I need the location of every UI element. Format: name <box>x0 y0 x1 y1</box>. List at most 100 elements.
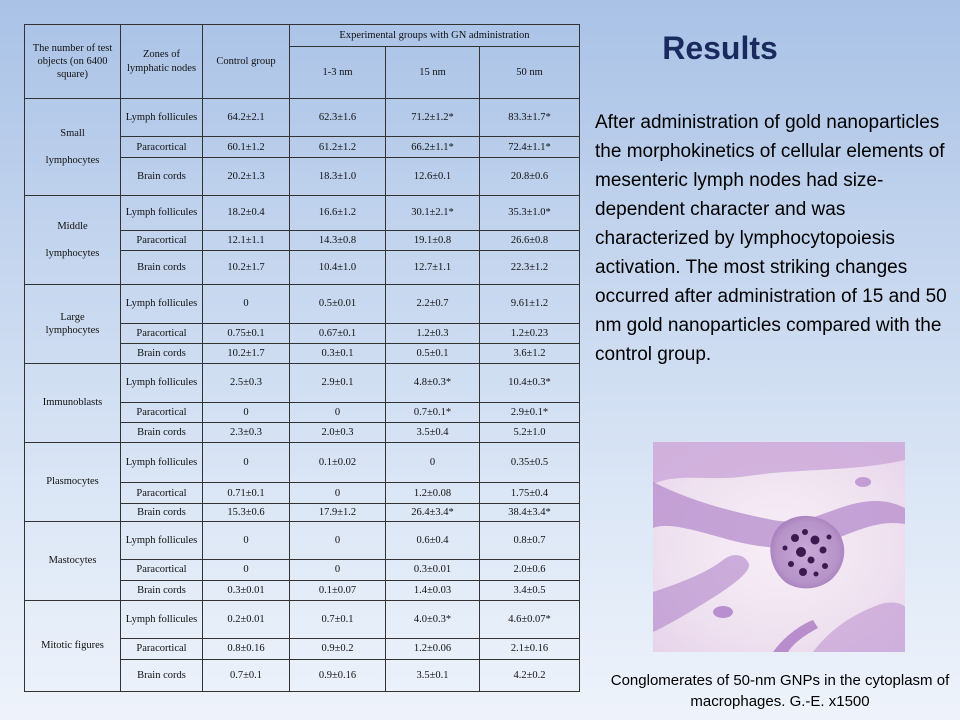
table-row: Paracortical 0.8±0.16 0.9±0.2 1.2±0.06 2.1±0… <box>25 638 580 660</box>
cell-type-label: Small lymphocytes <box>24 97 121 197</box>
value-cell: 0.7±0.1* <box>385 401 480 423</box>
value-cell: 4.2±0.2 <box>479 658 580 693</box>
value-cell: 1.2±0.06 <box>385 638 480 660</box>
zone-label: Lymph follicules <box>120 97 203 138</box>
value-cell: 15.3±0.6 <box>202 502 290 522</box>
table-row: Small lymphocytes Lymph follicules 64.2±2.… <box>24 97 580 197</box>
zone-label: Brain cords <box>120 502 203 522</box>
value-cell: 1.75±0.4 <box>479 482 580 504</box>
value-cell: 0.5±0.01 <box>289 284 386 324</box>
zone-label: Paracortical <box>120 136 203 158</box>
value-cell: 0 <box>202 441 290 484</box>
value-cell: 0 <box>289 401 386 423</box>
value-cell: 3.4±0.5 <box>479 579 580 601</box>
zone-label: Brain cords <box>120 156 203 197</box>
zone-label: Lymph follicules <box>120 363 203 403</box>
value-cell: 16.6±1.2 <box>289 195 386 231</box>
value-cell: 2.9±0.1 <box>289 363 386 403</box>
value-cell: 0 <box>202 401 290 423</box>
value-cell: 30.1±2.1* <box>385 195 480 231</box>
value-cell: 14.3±0.8 <box>289 229 386 251</box>
table-row: Mitotic figures Lymph follicules 0.2±0.01 0… <box>24 599 580 693</box>
value-cell: 0.8±0.7 <box>479 520 580 561</box>
value-cell: 0.9±0.2 <box>289 638 386 660</box>
value-cell: 12.7±1.1 <box>385 249 480 286</box>
micrograph-illustration <box>653 442 905 652</box>
value-cell: 2.3±0.3 <box>202 421 290 444</box>
value-cell: 0.3±0.1 <box>289 342 386 365</box>
results-table-container: The number of test objects (on 6400 squa… <box>24 24 580 693</box>
value-cell: 0.6±0.4 <box>385 520 480 561</box>
value-cell: 12.6±0.1 <box>385 156 480 197</box>
value-cell: 60.1±1.2 <box>202 136 290 158</box>
table-row: Mastocytes Lymph follicules 0 0 0.6±0.4 0.8±0… <box>24 520 580 601</box>
cell-type-label: Mastocytes <box>24 520 121 601</box>
table-row: Paracortical 0.71±0.1 0 1.2±0.08 1.75±0.4 <box>25 482 580 504</box>
zone-label: Paracortical <box>120 322 203 344</box>
value-cell: 0 <box>289 559 386 581</box>
cell-type-label: Middle lymphocytes <box>24 195 121 286</box>
header-control-group: Control group <box>202 24 290 99</box>
table-row: Brain cords 0.7±0.1 0.9±0.16 3.5±0.1 4.2±0.2 <box>25 658 580 693</box>
value-cell: 10.4±1.0 <box>289 249 386 286</box>
value-cell: 19.1±0.8 <box>385 229 480 251</box>
value-cell: 0.71±0.1 <box>202 482 290 504</box>
value-cell: 1.4±0.03 <box>385 579 480 601</box>
header-size-1-3nm: 1-3 nm <box>289 46 386 99</box>
value-cell: 71.2±1.2* <box>385 97 480 138</box>
value-cell: 26.6±0.8 <box>479 229 580 251</box>
cell-type-label: Mitotic figures <box>24 599 121 693</box>
value-cell: 9.61±1.2 <box>479 284 580 324</box>
value-cell: 0.7±0.1 <box>289 599 386 640</box>
value-cell: 0 <box>289 482 386 504</box>
value-cell: 2.9±0.1* <box>479 401 580 423</box>
zone-label: Paracortical <box>120 229 203 251</box>
value-cell: 2.5±0.3 <box>202 363 290 403</box>
value-cell: 1.2±0.3 <box>385 322 480 344</box>
value-cell: 62.3±1.6 <box>289 97 386 138</box>
value-cell: 10.2±1.7 <box>202 342 290 365</box>
table-row: Paracortical 60.1±1.2 61.2±1.2 66.2±1.1* 72.… <box>25 136 580 158</box>
header-size-50nm: 50 nm <box>479 46 580 99</box>
table-row: Paracortical 0 0 0.7±0.1* 2.9±0.1* <box>25 401 580 423</box>
value-cell: 0 <box>289 520 386 561</box>
value-cell: 10.4±0.3* <box>479 363 580 403</box>
value-cell: 0.3±0.01 <box>202 579 290 601</box>
value-cell: 20.8±0.6 <box>479 156 580 197</box>
zone-label: Paracortical <box>120 559 203 581</box>
value-cell: 3.6±1.2 <box>479 342 580 365</box>
value-cell: 35.3±1.0* <box>479 195 580 231</box>
value-cell: 0 <box>202 284 290 324</box>
table-row: Brain cords 20.2±1.3 18.3±1.0 12.6±0.1 20.8±… <box>25 156 580 197</box>
table-row: Brain cords 10.2±1.7 10.4±1.0 12.7±1.1 22.3±… <box>25 249 580 286</box>
value-cell: 18.2±0.4 <box>202 195 290 231</box>
header-test-objects: The number of test objects (on 6400 squa… <box>24 24 121 99</box>
table-row: Plasmocytes Lymph follicules 0 0.1±0.02 0 0.3… <box>24 441 580 522</box>
table-row: Large lymphocytes Lymph follicules 0 0.5±0.… <box>24 284 580 365</box>
table-row: Middle lymphocytes Lymph follicules 18.2±0… <box>24 195 580 286</box>
value-cell: 0 <box>202 559 290 581</box>
value-cell: 10.2±1.7 <box>202 249 290 286</box>
header-zones: Zones of lymphatic nodes <box>120 24 203 99</box>
table-body: Small lymphocytes Lymph follicules 64.2±2.… <box>24 97 580 693</box>
value-cell: 1.2±0.08 <box>385 482 480 504</box>
value-cell: 4.8±0.3* <box>385 363 480 403</box>
zone-label: Brain cords <box>120 249 203 286</box>
value-cell: 0.8±0.16 <box>202 638 290 660</box>
value-cell: 2.0±0.6 <box>479 559 580 581</box>
micrograph-image <box>653 442 905 652</box>
value-cell: 0.67±0.1 <box>289 322 386 344</box>
value-cell: 2.2±0.7 <box>385 284 480 324</box>
value-cell: 72.4±1.1* <box>479 136 580 158</box>
value-cell: 0.3±0.01 <box>385 559 480 581</box>
value-cell: 20.2±1.3 <box>202 156 290 197</box>
zone-label: Brain cords <box>120 421 203 444</box>
value-cell: 38.4±3.4* <box>479 502 580 522</box>
value-cell: 61.2±1.2 <box>289 136 386 158</box>
zone-label: Lymph follicules <box>120 284 203 324</box>
value-cell: 0 <box>202 520 290 561</box>
image-caption: Conglomerates of 50-nm GNPs in the cytop… <box>610 672 950 710</box>
value-cell: 22.3±1.2 <box>479 249 580 286</box>
value-cell: 4.6±0.07* <box>479 599 580 640</box>
zone-label: Lymph follicules <box>120 195 203 231</box>
